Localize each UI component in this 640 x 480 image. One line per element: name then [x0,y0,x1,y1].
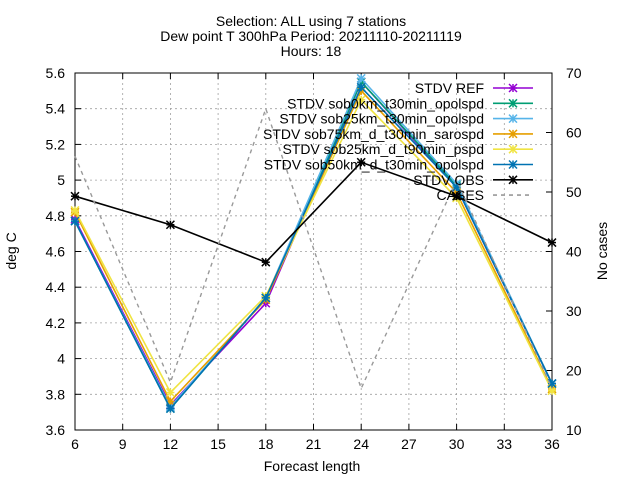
x-tick-label: 30 [449,436,465,452]
data-point [165,220,175,230]
x-tick-label: 12 [163,436,179,452]
data-point [261,257,271,267]
y2-tick-label: 60 [566,125,582,141]
data-point [165,404,175,414]
data-point [261,293,271,303]
x-tick-label: 9 [119,436,127,452]
y-tick-label: 3.6 [46,422,66,438]
y2-axis-label: No cases [594,222,610,280]
legend-marker [508,144,518,154]
y-tick-label: 5.2 [46,136,66,152]
y2-tick-label: 40 [566,244,582,260]
data-point [356,157,366,167]
legend-label: STDV REF [415,80,484,96]
legend-label: STDV sob50km_d_t30min_opolspd [264,157,484,173]
x-tick-label: 21 [306,436,322,452]
x-axis-label: Forecast length [264,458,361,474]
series-line-7 [74,106,553,391]
data-point [356,73,366,83]
y-tick-label: 4.8 [46,208,66,224]
legend-marker [508,175,518,185]
y-tick-label: 4.6 [46,244,66,260]
title-line-2: Dew point T 300hPa Period: 20211110-2021… [160,28,462,44]
y2-tick-label: 50 [566,184,582,200]
y-tick-label: 4 [57,351,65,367]
data-point [70,216,80,226]
y-tick-label: 4.2 [46,315,66,331]
chart-title: Selection: ALL using 7 stations Dew poin… [160,13,462,59]
data-point [356,95,366,105]
y-tick-label: 3.8 [46,386,66,402]
y2-tick-label: 30 [566,303,582,319]
title-line-1: Selection: ALL using 7 stations [216,13,406,29]
data-point [70,205,80,215]
legend-label: STDV sob0km_t30min_opolspd [287,95,484,111]
y2-tick-label: 70 [566,65,582,81]
data-point [165,396,175,406]
legend-label: STDV sob25km_t30min_opolspd [279,111,484,127]
series-line-6 [74,161,553,264]
y2-tick-label: 10 [566,422,582,438]
legend-label: STDV OBS [413,172,484,188]
x-tick-label: 36 [544,436,560,452]
data-point [356,82,366,92]
data-point [70,191,80,201]
series-lines [70,73,557,414]
y-tick-label: 5.6 [46,65,66,81]
y-tick-label: 4.4 [46,279,66,295]
y-axis-label: deg C [3,232,19,269]
legend-label: CASES [437,187,484,203]
x-tick-label: 24 [353,436,369,452]
legend-label: STDV sob25km_d_t90min_pspd [282,141,484,157]
series-line-5 [74,85,553,411]
data-point [165,387,175,398]
legend-marker [508,83,518,93]
legend-marker [508,98,518,108]
x-tick-label: 18 [258,436,274,452]
series-line-4 [74,98,553,394]
x-tick-label: 33 [497,436,513,452]
series-line-3 [74,89,553,403]
legend-marker [508,129,518,139]
x-tick-label: 27 [401,436,417,452]
x-tick-label: 15 [210,436,226,452]
title-line-3: Hours: 18 [281,43,342,59]
data-point [547,238,557,248]
axes: 6 9 12 15 18 21 24 27 30 33 36 3.6 3.8 4 4.2 4.4 4.6 4.8 5… [46,65,582,452]
legend-marker [508,159,518,170]
y-tick-label: 5.4 [46,101,66,117]
legend-label: STDV sob75km_d_t30min_sarospd [263,126,484,142]
data-point [452,191,462,201]
y-tick-label: 5 [57,172,65,188]
y2-tick-label: 20 [566,363,582,379]
x-tick-label: 6 [71,436,79,452]
legend-marker [508,114,518,124]
